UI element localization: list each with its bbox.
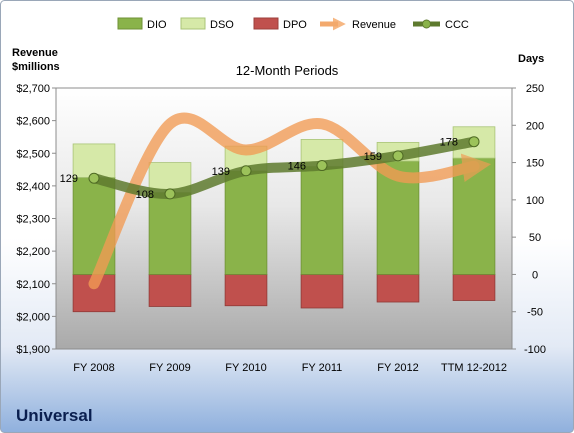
right-axis-tick-label: -50 (527, 307, 543, 319)
x-axis-tick-label: FY 2011 (302, 362, 343, 374)
lines-layer: 129 108 139 146 159 178 (60, 112, 492, 290)
company-name: Universal (16, 406, 93, 425)
bar-dso (72, 143, 116, 178)
right-axis-tick-label: 100 (526, 195, 544, 207)
data-label-ccc: 146 (288, 161, 306, 173)
point-ccc (164, 188, 176, 200)
legend-item-revenue: Revenue (320, 17, 396, 31)
bar-dpo (376, 274, 420, 303)
chart-title: 12-Month Periods (236, 63, 339, 78)
bar-dio (224, 170, 268, 275)
legend-label-dio: DIO (147, 19, 167, 31)
legend-swatch-dpo (253, 17, 279, 30)
left-axis-tick-label: $2,700 (16, 83, 50, 95)
bar-dpo (300, 274, 344, 309)
point-ccc (88, 172, 100, 184)
point-ccc (392, 150, 404, 162)
legend-item-dpo: DPO (253, 17, 307, 31)
right-axis-tick-label: -100 (524, 344, 546, 356)
bar-dpo (224, 274, 268, 307)
x-axis-tick-label: FY 2012 (377, 362, 418, 374)
legend-label-revenue: Revenue (352, 19, 396, 31)
left-axis-tick-label: $2,100 (16, 279, 50, 291)
data-label-ccc: 108 (136, 189, 154, 201)
left-axis-tick-label: $2,000 (16, 311, 50, 323)
data-label-ccc: 178 (440, 137, 458, 149)
left-axis-tick-label: $2,300 (16, 214, 50, 226)
right-axis-tick-label: 200 (526, 120, 544, 132)
legend-label-ccc: CCC (445, 19, 469, 31)
bar-dio (300, 165, 344, 275)
x-axis-tick-label: FY 2009 (149, 362, 190, 374)
bar-dio (148, 191, 192, 275)
left-axis-tick-label: $2,600 (16, 116, 50, 128)
left-axis-title-line1: Revenue (12, 47, 58, 59)
right-axis-tick-label: 50 (529, 232, 541, 244)
legend-item-dio: DIO (117, 17, 167, 31)
data-label-ccc: 129 (60, 173, 78, 185)
x-axis-tick-label: FY 2008 (73, 362, 114, 374)
left-axis-tick-label: $2,400 (16, 181, 50, 193)
point-ccc (468, 136, 480, 148)
right-axis-title: Days (518, 53, 544, 65)
x-axis: FY 2008 FY 2009 FY 2010 FY 2011 FY 2012 TTM 1… (73, 362, 507, 374)
right-axis-tick-label: 150 (526, 158, 544, 170)
legend-swatch-dso (180, 17, 206, 30)
line-revenue (88, 112, 492, 290)
bar-dpo (148, 274, 192, 307)
data-label-ccc: 139 (212, 166, 230, 178)
left-axis: $1,900 $2,000 $2,100 $2,200 $2,300 $2,400 $2,5… (16, 83, 56, 356)
left-axis-tick-label: $2,500 (16, 148, 50, 160)
right-axis-tick-label: 0 (532, 269, 538, 281)
right-axis: -100 -50 0 50 100 150 200 250 (512, 83, 546, 356)
point-ccc (316, 160, 328, 172)
legend-swatch-dio (117, 17, 143, 30)
legend-label-dso: DSO (210, 19, 234, 31)
left-axis-title-line2: $millions (12, 61, 60, 73)
point-ccc (240, 165, 252, 177)
bar-dio (452, 157, 496, 275)
x-axis-tick-label: TTM 12-2012 (441, 362, 507, 374)
data-label-ccc: 159 (364, 151, 382, 163)
line-ccc (89, 136, 479, 199)
left-axis-tick-label: $2,200 (16, 246, 50, 258)
legend-item-dso: DSO (180, 17, 234, 31)
legend-item-ccc: CCC (413, 19, 469, 31)
legend: DIO DSO DPO Revenue CCC (117, 17, 469, 31)
bar-dpo (452, 274, 496, 301)
x-axis-tick-label: FY 2010 (225, 362, 266, 374)
left-axis-tick-label: $1,900 (16, 344, 50, 356)
legend-label-dpo: DPO (283, 19, 307, 31)
right-axis-tick-label: 250 (526, 83, 544, 95)
legend-marker-ccc (422, 19, 431, 29)
